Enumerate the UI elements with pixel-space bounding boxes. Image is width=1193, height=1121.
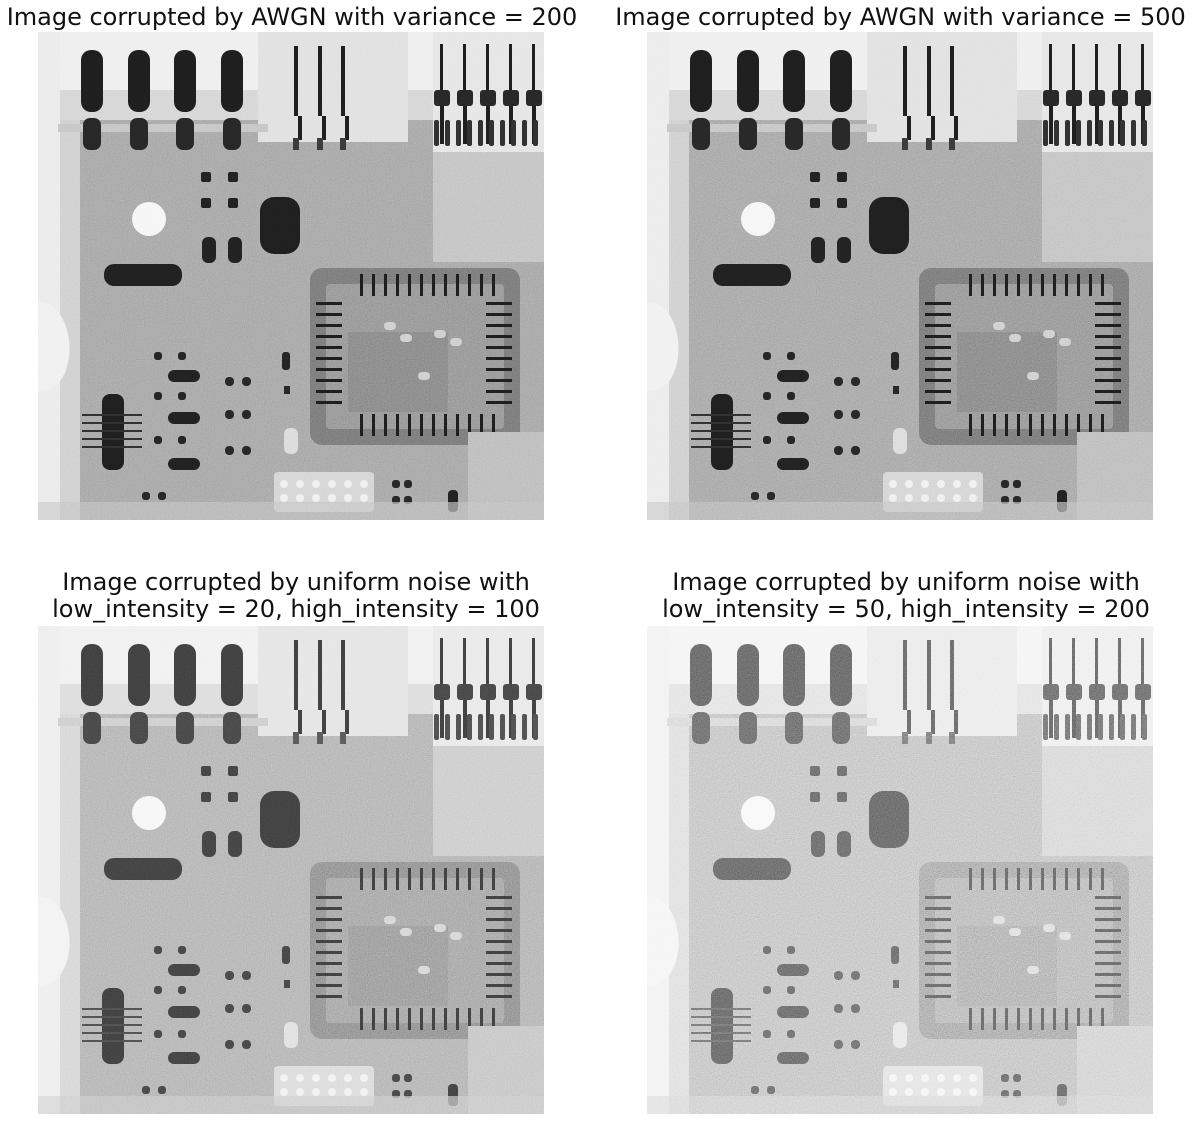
panel-title-awgn-500: Image corrupted by AWGN with variance = … xyxy=(615,3,1186,31)
circuit-board-xray-image-uniform-50-200 xyxy=(647,626,1153,1114)
circuit-board-xray-image-uniform-20-100 xyxy=(38,626,544,1114)
board-drawing xyxy=(647,32,1153,520)
circuit-board-xray-image-awgn-200 xyxy=(38,32,544,520)
board-drawing xyxy=(38,32,544,520)
panel-title-awgn-200: Image corrupted by AWGN with variance = … xyxy=(6,3,578,31)
panel-title-uniform-50-200: Image corrupted by uniform noise with lo… xyxy=(662,568,1150,623)
board-drawing xyxy=(647,626,1153,1114)
board-drawing xyxy=(38,626,544,1114)
circuit-board-xray-image-awgn-500 xyxy=(647,32,1153,520)
panel-title-uniform-20-100: Image corrupted by uniform noise with lo… xyxy=(52,568,540,623)
